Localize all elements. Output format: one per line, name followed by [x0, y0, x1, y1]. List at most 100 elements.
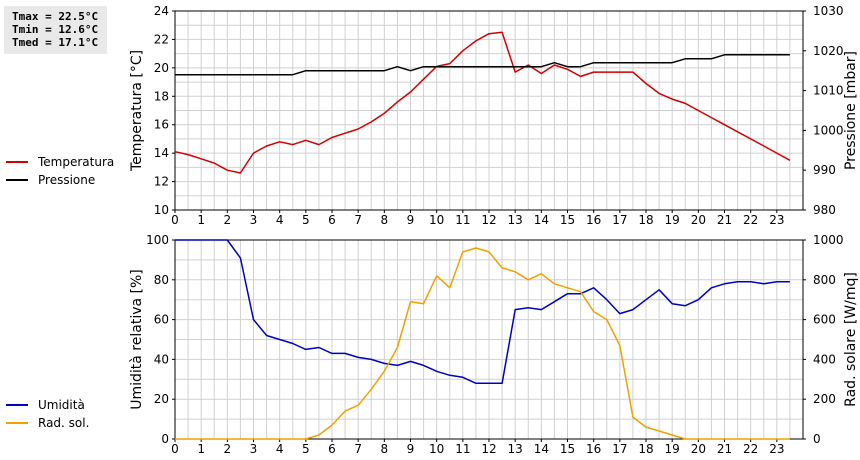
y-left-tick-label: 12	[154, 175, 169, 189]
x-tick-label: 13	[508, 442, 523, 456]
y-right-tick-label: 0	[813, 432, 821, 446]
x-tick-label: 5	[302, 213, 310, 227]
y-left-tick-label: 80	[154, 273, 169, 287]
y-right-tick-label: 1000	[813, 123, 844, 137]
legend-item-temperature: Temperatura	[6, 153, 114, 171]
y-right-tick-label: 400	[813, 352, 836, 366]
x-tick-label: 11	[455, 442, 470, 456]
x-tick-label: 23	[769, 442, 784, 456]
x-tick-label: 0	[171, 442, 179, 456]
y-left-tick-label: 60	[154, 313, 169, 327]
legend-item-pressure: Pressione	[6, 171, 114, 189]
x-tick-label: 0	[171, 213, 179, 227]
x-tick-label: 12	[481, 442, 496, 456]
legend-swatch-temperature	[6, 161, 28, 163]
x-tick-label: 10	[429, 442, 444, 456]
series-line-pressione	[175, 54, 790, 76]
y-right-tick-label: 1020	[813, 44, 844, 58]
legend-item-radiation: Rad. sol.	[6, 414, 89, 432]
y-right-tick-label: 200	[813, 392, 836, 406]
x-tick-label: 13	[508, 213, 523, 227]
legend-label-pressure: Pressione	[38, 173, 96, 187]
y-right-tick-label: 1030	[813, 4, 844, 18]
legend-label-radiation: Rad. sol.	[38, 416, 90, 430]
x-tick-label: 9	[407, 442, 415, 456]
x-tick-label: 8	[381, 213, 389, 227]
tmed-label: Tmed = 17.1°C	[12, 36, 99, 49]
x-tick-label: 12	[481, 213, 496, 227]
y-right-tick-label: 990	[813, 163, 836, 177]
x-tick-label: 14	[534, 213, 549, 227]
stats-box: Tmax = 22.5°C Tmin = 12.6°C Tmed = 17.1°C	[4, 6, 107, 54]
legend-swatch-pressure	[6, 179, 28, 181]
x-tick-label: 17	[612, 442, 627, 456]
x-tick-label: 3	[250, 213, 258, 227]
x-tick-label: 11	[455, 213, 470, 227]
x-tick-label: 9	[407, 213, 415, 227]
x-tick-label: 4	[276, 213, 284, 227]
x-tick-label: 17	[612, 213, 627, 227]
x-tick-label: 15	[560, 213, 575, 227]
y-right-tick-label: 1000	[813, 233, 844, 247]
x-tick-label: 22	[743, 213, 758, 227]
x-tick-label: 2	[224, 442, 232, 456]
x-tick-label: 4	[276, 442, 284, 456]
y-left-tick-label: 18	[154, 89, 169, 103]
legend-top: Temperatura Pressione	[6, 153, 114, 189]
legend-swatch-radiation	[6, 422, 28, 424]
tmax-label: Tmax = 22.5°C	[12, 10, 99, 23]
y-right-tick-label: 1010	[813, 84, 844, 98]
x-tick-label: 10	[429, 213, 444, 227]
x-tick-label: 20	[691, 442, 706, 456]
x-tick-label: 7	[354, 442, 362, 456]
y-left-axis-label: Temperatura [°C]	[129, 50, 145, 172]
x-tick-label: 6	[328, 213, 336, 227]
y-left-tick-label: 0	[161, 432, 169, 446]
x-tick-label: 21	[717, 213, 732, 227]
legend-label-humidity: Umidità	[38, 398, 85, 412]
series-line-temperatura	[174, 31, 791, 174]
tmin-label: Tmin = 12.6°C	[12, 23, 99, 36]
x-tick-label: 7	[354, 213, 362, 227]
y-left-tick-label: 20	[154, 61, 169, 75]
x-tick-label: 18	[638, 213, 653, 227]
x-tick-label: 8	[381, 442, 389, 456]
x-tick-label: 6	[328, 442, 336, 456]
y-right-tick-label: 800	[813, 273, 836, 287]
x-tick-label: 3	[250, 442, 258, 456]
x-tick-label: 21	[717, 442, 732, 456]
chart-panel-top: 0 1 2 3 4 5 6 7 8 9 10 11 12 13 14 15 16 17 18 19 20 21 22 23 10…	[129, 4, 859, 227]
x-tick-label: 18	[638, 442, 653, 456]
x-tick-label: 16	[586, 442, 601, 456]
y-left-tick-label: 40	[154, 352, 169, 366]
chart-panel-bottom: 0 1 2 3 4 5 6 7 8 9 10 11 12 13 14 15 16 17 18 19 20 21 22 2302…	[129, 233, 859, 456]
x-tick-label: 14	[534, 442, 549, 456]
x-tick-label: 22	[743, 442, 758, 456]
y-left-tick-label: 100	[146, 233, 169, 247]
y-left-tick-label: 24	[154, 4, 169, 18]
series-line-rad-sol	[175, 247, 790, 440]
x-tick-label: 19	[665, 213, 680, 227]
legend-bottom: Umidità Rad. sol.	[6, 396, 89, 432]
y-left-tick-label: 14	[154, 146, 169, 160]
series-line-umidit	[175, 239, 790, 385]
y-right-axis-label: Pressione [mbar]	[843, 51, 859, 170]
x-tick-label: 23	[769, 213, 784, 227]
x-tick-label: 1	[197, 442, 205, 456]
y-left-axis-label: Umidità relativa [%]	[129, 269, 145, 410]
legend-item-humidity: Umidità	[6, 396, 89, 414]
y-right-tick-label: 980	[813, 203, 836, 217]
x-tick-label: 15	[560, 442, 575, 456]
y-left-tick-label: 22	[154, 32, 169, 46]
y-left-tick-label: 20	[154, 392, 169, 406]
x-tick-label: 20	[691, 213, 706, 227]
legend-label-temperature: Temperatura	[38, 155, 115, 169]
x-tick-label: 19	[665, 442, 680, 456]
y-right-axis-label: Rad. solare [W/mq]	[843, 272, 859, 407]
x-tick-label: 16	[586, 213, 601, 227]
legend-swatch-humidity	[6, 404, 28, 406]
x-tick-label: 2	[224, 213, 232, 227]
x-tick-label: 5	[302, 442, 310, 456]
y-right-tick-label: 600	[813, 313, 836, 327]
